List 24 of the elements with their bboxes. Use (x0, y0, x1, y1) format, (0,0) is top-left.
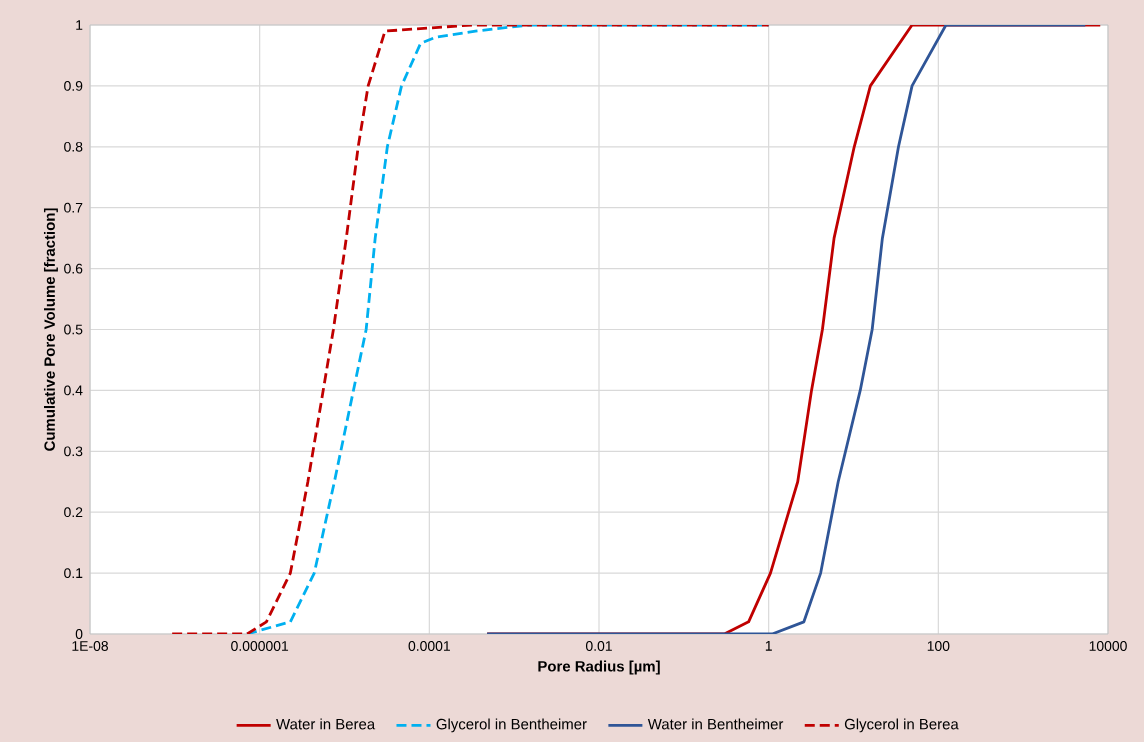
x-tick-label: 0.01 (585, 641, 612, 651)
y-tick-label: 0.1 (64, 568, 83, 579)
y-tick-label: 0.8 (64, 141, 83, 152)
y-tick-label: 0.2 (64, 507, 83, 518)
x-tick-label: 0.000001 (231, 641, 289, 651)
x-tick-label: 100 (927, 641, 950, 651)
x-tick-label: 0.0001 (408, 641, 450, 651)
legend-label: Glycerol in Berea (844, 718, 959, 733)
x-tick-label: 10000 (1089, 641, 1127, 651)
y-axis-title: Cumulative Pore Volume [fraction] (43, 208, 58, 451)
legend-label: Water in Berea (276, 718, 376, 730)
y-tick-label: 0.6 (64, 263, 83, 274)
legend-label: Glycerol in Bentheimer (436, 718, 587, 733)
legend-label: Water in Bentheimer (647, 718, 784, 730)
x-tick-label: 1 (765, 641, 772, 651)
y-tick-label: 1 (76, 20, 83, 30)
y-tick-label: 0.4 (64, 385, 83, 396)
y-tick-label: 0.3 (64, 446, 83, 457)
y-tick-label: 0.5 (64, 324, 83, 335)
y-tick-label: 0.9 (64, 80, 83, 91)
y-tick-label: 0.7 (64, 202, 83, 213)
y-tick-label: 0 (75, 629, 83, 639)
x-tick-label: 1E-08 (72, 641, 109, 651)
x-axis-title: Pore Radius [µm] (538, 660, 660, 675)
